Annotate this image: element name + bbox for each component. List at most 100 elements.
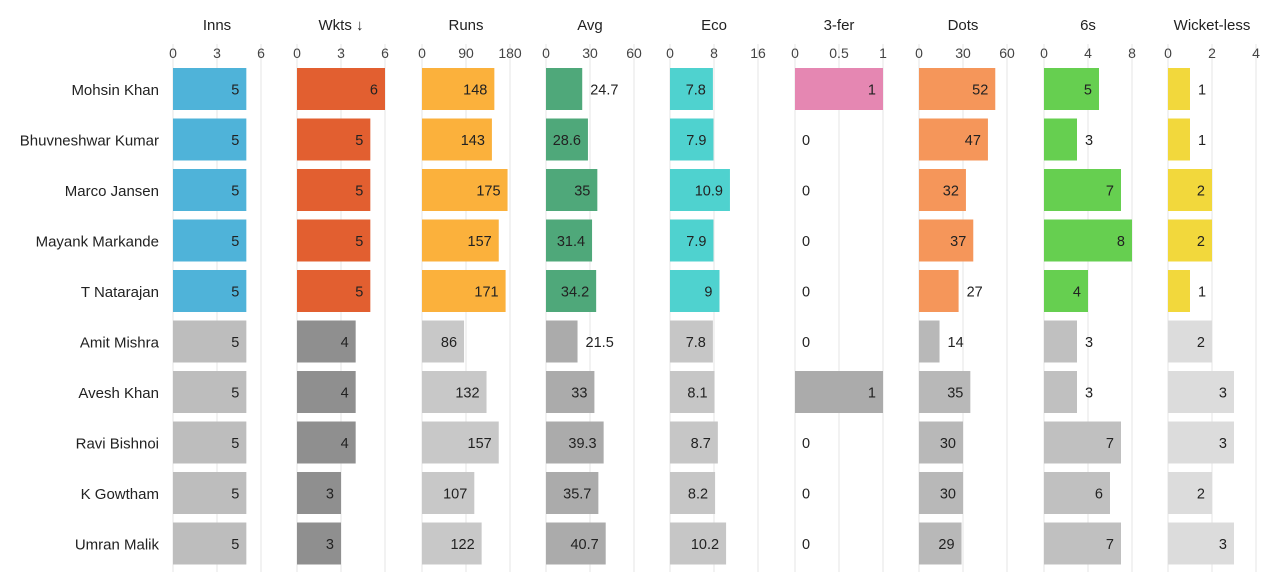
value-label-wicketless: 1 [1198, 285, 1206, 301]
bar-inns [173, 320, 247, 363]
value-label-dots: 47 [965, 133, 981, 149]
value-label-avg: 35 [574, 184, 590, 200]
tick-label: 1 [879, 45, 887, 61]
tick-label: 30 [955, 45, 971, 61]
value-label-wkts: 5 [355, 234, 363, 250]
bar-sixes [1044, 472, 1110, 514]
bar-wkts [297, 371, 356, 413]
value-label-inns: 5 [231, 436, 239, 452]
tick-label: 0 [293, 45, 301, 61]
bar-eco [670, 472, 716, 514]
bar-wicketless [1168, 68, 1190, 110]
bar-sixes [1044, 270, 1088, 312]
bar-inns [173, 371, 247, 413]
bar-dots [919, 169, 966, 211]
column-title-dots: Dots [948, 17, 979, 34]
bar-sixes [1044, 371, 1077, 413]
bar-dots [919, 219, 974, 262]
value-label-wkts: 3 [326, 537, 334, 553]
bar-avg [546, 320, 578, 363]
tick-label: 90 [458, 45, 474, 61]
player-label: Avesh Khan [78, 385, 159, 402]
value-label-avg: 35.7 [563, 487, 591, 503]
value-label-dots: 35 [947, 386, 963, 402]
column-title-wkts: Wkts ↓ [319, 17, 364, 34]
bar-wkts [297, 421, 356, 464]
bar-avg [546, 68, 583, 110]
value-label-sixes: 3 [1085, 335, 1093, 351]
bar-inns [173, 472, 247, 514]
value-label-wicketless: 3 [1219, 537, 1227, 553]
value-label-threefer: 0 [802, 335, 810, 351]
bar-dots [919, 118, 988, 161]
value-label-wkts: 5 [355, 184, 363, 200]
value-label-runs: 122 [450, 537, 474, 553]
value-label-threefer: 0 [802, 234, 810, 250]
value-label-sixes: 4 [1073, 285, 1081, 301]
value-label-eco: 7.8 [686, 83, 706, 99]
bar-dots [919, 371, 971, 413]
value-label-inns: 5 [231, 184, 239, 200]
bar-wkts [297, 169, 371, 211]
bar-eco [670, 371, 715, 413]
value-label-runs: 107 [443, 487, 467, 503]
value-label-sixes: 3 [1085, 133, 1093, 149]
value-label-dots: 30 [940, 436, 956, 452]
value-label-wkts: 4 [341, 335, 349, 351]
value-label-wkts: 3 [326, 487, 334, 503]
bar-wkts [297, 472, 341, 514]
value-label-inns: 5 [231, 335, 239, 351]
bar-avg [546, 118, 588, 161]
bar-eco [670, 270, 720, 312]
tick-label: 4 [1252, 45, 1260, 61]
bar-wicketless [1168, 270, 1190, 312]
value-label-wkts: 5 [355, 133, 363, 149]
bar-dots [919, 522, 962, 565]
player-label: K Gowtham [81, 486, 159, 503]
tick-label: 0 [169, 45, 177, 61]
player-label: Umran Malik [75, 537, 160, 554]
bar-eco [670, 320, 713, 363]
bar-wkts [297, 320, 356, 363]
column-title-threefer: 3-fer [824, 17, 855, 34]
value-label-wicketless: 1 [1198, 83, 1206, 99]
tick-label: 0 [542, 45, 550, 61]
bar-threefer [795, 371, 883, 413]
value-label-wicketless: 2 [1197, 234, 1205, 250]
value-label-inns: 5 [231, 386, 239, 402]
value-label-runs: 132 [455, 386, 479, 402]
player-label: Marco Jansen [65, 183, 159, 200]
bar-wicketless [1168, 169, 1212, 211]
bar-runs [422, 219, 499, 262]
tick-label: 6 [257, 45, 265, 61]
value-label-threefer: 0 [802, 537, 810, 553]
value-label-inns: 5 [231, 133, 239, 149]
value-label-threefer: 0 [802, 487, 810, 503]
tick-label: 0 [915, 45, 923, 61]
value-label-sixes: 7 [1106, 184, 1114, 200]
bar-runs [422, 169, 508, 211]
bar-inns [173, 219, 247, 262]
value-label-runs: 143 [461, 133, 485, 149]
column-title-eco: Eco [701, 17, 727, 34]
value-label-sixes: 7 [1106, 537, 1114, 553]
bar-wkts [297, 68, 385, 110]
value-label-runs: 157 [468, 436, 492, 452]
value-label-wicketless: 2 [1197, 184, 1205, 200]
value-label-dots: 27 [967, 285, 983, 301]
value-label-threefer: 0 [802, 436, 810, 452]
column-title-runs: Runs [448, 17, 483, 34]
bar-avg [546, 421, 604, 464]
bar-runs [422, 472, 475, 514]
tick-label: 0 [1040, 45, 1048, 61]
value-label-dots: 37 [950, 234, 966, 250]
tick-label: 2 [1208, 45, 1216, 61]
value-label-dots: 14 [948, 335, 964, 351]
bar-wicketless [1168, 421, 1234, 464]
value-label-inns: 5 [231, 487, 239, 503]
value-label-runs: 148 [463, 83, 487, 99]
bar-eco [670, 68, 713, 110]
player-label: Bhuvneshwar Kumar [20, 133, 159, 150]
